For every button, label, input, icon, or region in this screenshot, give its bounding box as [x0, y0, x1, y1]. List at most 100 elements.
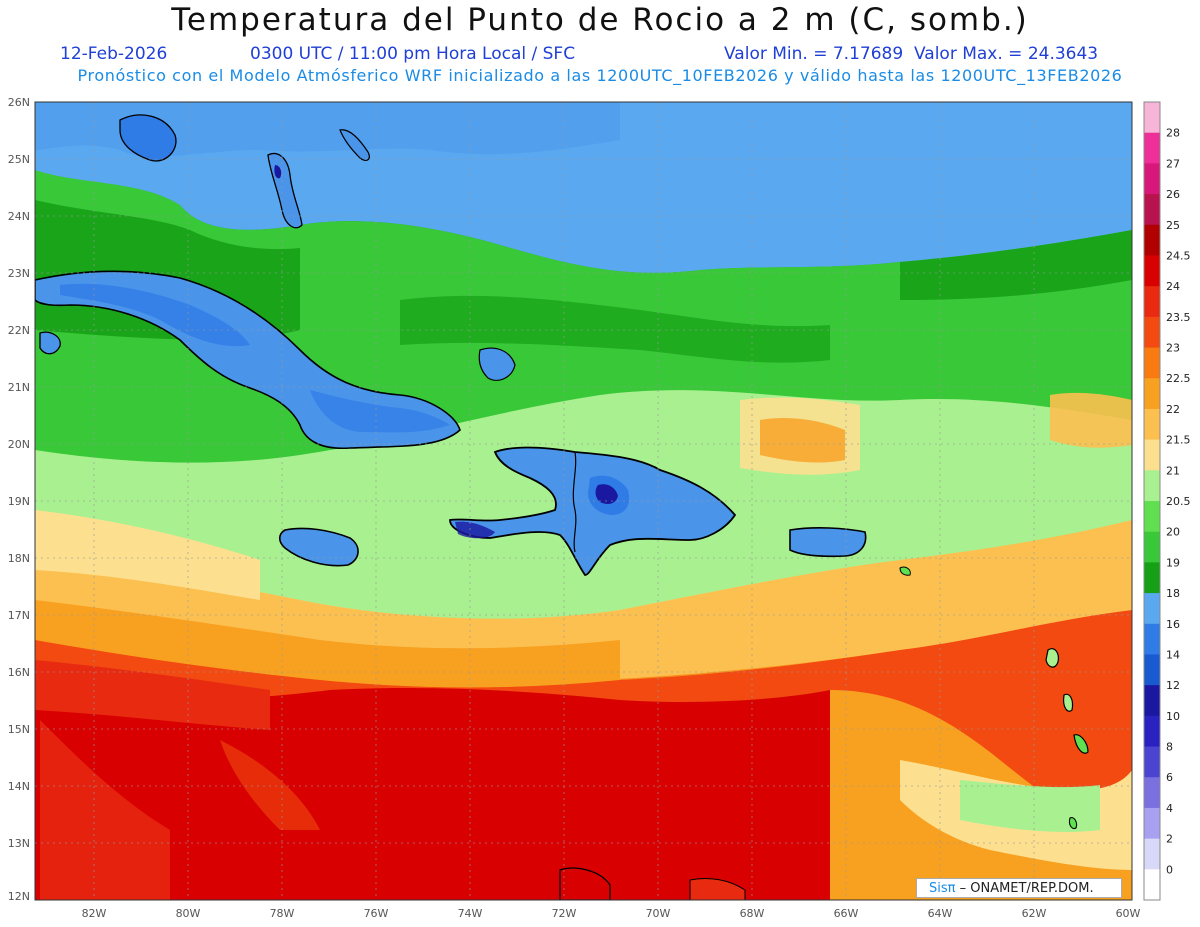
forecast-date: 12-Feb-2026: [60, 44, 168, 64]
hispaniola-island: [449, 446, 737, 576]
lat-label: 18N: [8, 552, 30, 565]
colorbar-swatch: [1144, 807, 1160, 840]
colorbar-label: 19: [1166, 556, 1180, 569]
lon-label: 68W: [740, 907, 765, 920]
lat-label: 13N: [8, 837, 30, 850]
colorbar-label: 28: [1166, 127, 1180, 140]
guadeloupe-island: [1045, 648, 1059, 668]
colorbar-label: 22.5: [1166, 372, 1191, 385]
colorbar-swatch: [1144, 378, 1160, 410]
colorbar-swatch: [1144, 531, 1160, 563]
lon-label: 82W: [82, 907, 107, 920]
lon-label: 74W: [458, 907, 483, 920]
colorbar-label: 21: [1166, 464, 1180, 477]
colorbar-swatch: [1144, 470, 1160, 502]
colorbar-label: 10: [1166, 710, 1180, 723]
dewpoint-field: [35, 102, 1132, 900]
florida-peninsula: [119, 114, 177, 162]
colorbar-label: 20: [1166, 526, 1180, 539]
latitude-axis: 26N 25N 24N 23N 22N 21N 20N 19N 18N 17N …: [8, 96, 30, 903]
longitude-axis: 82W 80W 78W 76W 74W 72W 70W 68W 66W 64W …: [82, 907, 1141, 920]
lon-label: 80W: [176, 907, 201, 920]
isla-juventud: [39, 331, 61, 355]
colorbar-swatch: [1144, 715, 1160, 748]
lat-label: 17N: [8, 609, 30, 622]
lon-label: 76W: [364, 907, 389, 920]
colorbar-swatch: [1144, 224, 1160, 256]
lat-label: 14N: [8, 780, 30, 793]
value-min-max: Valor Min. = 7.17689 Valor Max. = 24.364…: [724, 44, 1099, 64]
colorbar-swatch: [1144, 777, 1160, 809]
grenada-island: [1068, 817, 1078, 829]
colorbar-label: 24.5: [1166, 249, 1191, 262]
colorbar: 2827262524.52423.52322.52221.52120.52019…: [1143, 101, 1191, 901]
colorbar-label: 18: [1166, 587, 1180, 600]
lat-label: 23N: [8, 267, 30, 280]
colorbar-swatch: [1144, 439, 1160, 471]
colorbar-swatch: [1144, 255, 1160, 287]
virgin-islands: [899, 566, 911, 576]
lon-label: 70W: [646, 907, 671, 920]
lat-label: 26N: [8, 96, 30, 109]
credit-text: – ONAMET/REP.DOM.: [955, 881, 1094, 896]
lat-label: 22N: [8, 324, 30, 337]
sispi-logo: Sisπ: [929, 881, 956, 896]
colorbar-swatch: [1144, 163, 1160, 195]
colorbar-swatch: [1144, 316, 1160, 349]
colorbar-swatch: [1144, 623, 1160, 655]
cuba-island: [35, 270, 461, 450]
map-title: Temperatura del Punto de Rocio a 2 m (C,…: [171, 2, 1029, 38]
st-lucia-island: [1073, 734, 1089, 754]
lat-label: 16N: [8, 666, 30, 679]
map-gridlines: [35, 102, 1132, 900]
lat-label: 15N: [8, 723, 30, 736]
colorbar-label: 16: [1166, 618, 1180, 631]
colorbar-label: 26: [1166, 188, 1180, 201]
lat-label: 20N: [8, 438, 30, 451]
lon-label: 78W: [270, 907, 295, 920]
colorbar-label: 12: [1166, 679, 1180, 692]
colorbar-label: 8: [1166, 741, 1173, 754]
colorbar-swatch: [1144, 102, 1160, 134]
colorbar-swatch: [1144, 286, 1160, 318]
colorbar-swatch: [1144, 347, 1160, 379]
colorbar-label: 21.5: [1166, 434, 1191, 447]
colorbar-swatch: [1144, 562, 1160, 594]
colorbar-label: 4: [1166, 802, 1173, 815]
colorbar-swatch: [1144, 746, 1160, 778]
colorbar-frame: [1143, 101, 1161, 901]
colorbar-label: 14: [1166, 648, 1180, 661]
lat-label: 21N: [8, 381, 30, 394]
puerto-rico-island: [789, 527, 867, 558]
colorbar-swatch: [1144, 869, 1160, 901]
lon-label: 66W: [834, 907, 859, 920]
colorbar-label: 24: [1166, 280, 1180, 293]
colorbar-label: 27: [1166, 157, 1180, 170]
map-frame: [34, 101, 1133, 901]
lon-label: 60W: [1116, 907, 1141, 920]
colorbar-label: 25: [1166, 219, 1180, 232]
martinique-island: [1063, 693, 1074, 712]
colorbar-label: 20.5: [1166, 495, 1191, 508]
lat-label: 24N: [8, 210, 30, 223]
aruba-curacao: [689, 877, 746, 900]
colorbar-swatch: [1144, 501, 1160, 533]
lat-label: 19N: [8, 495, 30, 508]
colorbar-swatch: [1144, 654, 1160, 686]
turks-caicos: [478, 347, 516, 381]
colorbar-label: 23: [1166, 342, 1180, 355]
colorbar-swatch: [1144, 685, 1160, 717]
lon-label: 62W: [1022, 907, 1047, 920]
colorbar-swatch: [1144, 408, 1160, 441]
lat-label: 12N: [8, 890, 30, 903]
model-subtitle: Pronóstico con el Modelo Atmósferico WRF…: [77, 66, 1123, 85]
credit-box: Sisπ – ONAMET/REP.DOM.: [916, 878, 1122, 898]
colorbar-label: 0: [1166, 863, 1173, 876]
colorbar-swatch: [1144, 132, 1160, 164]
venezuela-coast: [559, 867, 611, 900]
forecast-time: 0300 UTC / 11:00 pm Hora Local / SFC: [250, 44, 576, 64]
andros-low-core: [274, 165, 282, 179]
colorbar-swatch: [1144, 194, 1160, 226]
lon-label: 64W: [928, 907, 953, 920]
